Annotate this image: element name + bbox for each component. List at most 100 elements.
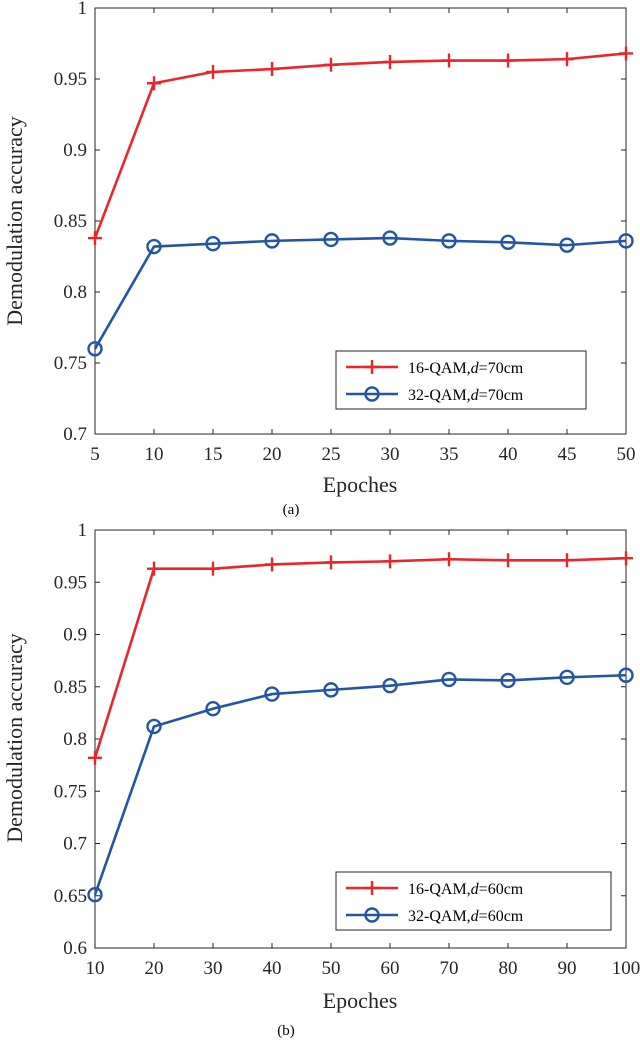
figure-caption: (a) xyxy=(283,502,300,518)
legend-label: 32-QAM,d=60cm xyxy=(408,908,524,925)
series-1 xyxy=(88,46,633,246)
data-point xyxy=(559,669,575,686)
legend-marker xyxy=(365,360,379,374)
x-tick-label: 80 xyxy=(499,958,518,979)
data-point xyxy=(383,554,397,569)
data-point xyxy=(323,231,339,248)
data-point xyxy=(265,62,279,77)
data-point xyxy=(147,561,161,576)
legend-label: 16-QAM,d=70cm xyxy=(408,360,524,377)
data-point xyxy=(205,236,221,252)
x-tick-label: 30 xyxy=(204,958,223,979)
x-axis-label: Epoches xyxy=(323,988,398,1013)
tick-marks xyxy=(94,529,627,949)
data-point xyxy=(264,233,280,249)
data-point xyxy=(619,46,633,61)
x-tick-label: 10 xyxy=(86,958,105,979)
legend-item: 32-QAM,d=60cm xyxy=(346,907,524,925)
series-line xyxy=(93,52,627,239)
data-point xyxy=(324,57,338,72)
legend-item: 16-QAM,d=70cm xyxy=(346,360,524,377)
chart-panel-b: 0.6 0.65 0.7 0.75 0.8 0.85 0.9 0.95 1 10 20 30 40 50… xyxy=(2,520,640,1039)
y-axis-label: Demodulation accuracy xyxy=(2,116,27,326)
data-point xyxy=(618,233,634,249)
series-line xyxy=(93,236,627,350)
series-layer xyxy=(87,46,634,357)
data-point xyxy=(560,553,574,568)
x-tick-label: 25 xyxy=(322,444,341,465)
data-point xyxy=(441,671,457,688)
series-1 xyxy=(88,551,633,765)
data-point xyxy=(265,557,279,572)
tick-marks xyxy=(94,7,627,435)
data-point xyxy=(382,678,398,694)
data-point xyxy=(442,53,456,68)
data-point xyxy=(383,54,397,69)
x-tick-labels: 10 20 30 40 50 60 70 80 90 100 xyxy=(86,958,640,979)
data-point xyxy=(501,53,515,68)
figure-caption: (b) xyxy=(277,1023,295,1039)
x-tick-label: 100 xyxy=(612,958,640,979)
data-point xyxy=(206,561,220,576)
y-tick-label: 0.75 xyxy=(54,353,87,374)
x-tick-label: 60 xyxy=(381,958,400,979)
y-tick-label: 0.75 xyxy=(54,781,87,802)
data-point xyxy=(147,76,161,91)
x-tick-label: 15 xyxy=(204,444,223,465)
y-tick-label: 0.7 xyxy=(63,834,87,855)
data-point xyxy=(206,64,220,79)
y-tick-label: 0.6 xyxy=(63,938,87,959)
legend-label: 32-QAM,d=70cm xyxy=(408,387,524,404)
data-point xyxy=(87,341,103,357)
y-tick-label: 1 xyxy=(78,520,88,541)
data-point xyxy=(559,237,575,253)
data-point xyxy=(500,234,516,251)
series-layer xyxy=(87,551,634,903)
legend: 16-QAM,d=70cm 32-QAM,d=70cm xyxy=(335,350,587,410)
data-point xyxy=(146,238,162,255)
data-point xyxy=(324,555,338,570)
x-tick-label: 70 xyxy=(440,958,459,979)
y-tick-label: 0.8 xyxy=(63,729,87,750)
y-tick-label: 0.85 xyxy=(54,677,87,698)
legend-marker xyxy=(364,386,380,402)
y-tick-label: 0.7 xyxy=(63,424,87,445)
data-point xyxy=(441,233,457,249)
legend: 16-QAM,d=60cm 32-QAM,d=60cm xyxy=(335,871,612,931)
legend-item: 32-QAM,d=70cm xyxy=(346,386,524,404)
data-point xyxy=(501,553,515,568)
data-point xyxy=(205,700,221,717)
legend-box xyxy=(335,350,587,410)
x-tick-label: 20 xyxy=(145,958,164,979)
x-tick-labels: 5 10 15 20 25 30 35 40 45 50 xyxy=(90,444,635,465)
legend-marker xyxy=(364,907,380,923)
data-point xyxy=(264,686,280,702)
x-tick-label: 45 xyxy=(558,444,577,465)
x-tick-label: 40 xyxy=(263,958,282,979)
x-tick-label: 10 xyxy=(145,444,164,465)
series-2 xyxy=(87,230,634,357)
series-2 xyxy=(87,667,634,903)
series-line xyxy=(93,673,627,896)
legend-box xyxy=(335,871,612,931)
data-point xyxy=(560,52,574,67)
y-tick-label: 0.85 xyxy=(54,211,87,232)
legend-item: 16-QAM,d=60cm xyxy=(346,881,524,898)
x-tick-label: 90 xyxy=(558,958,577,979)
series-line xyxy=(93,556,627,759)
x-tick-label: 20 xyxy=(263,444,282,465)
y-axis-label: Demodulation accuracy xyxy=(2,633,27,843)
data-point xyxy=(88,231,102,246)
x-tick-label: 50 xyxy=(617,444,636,465)
data-point xyxy=(323,682,339,698)
x-tick-label: 35 xyxy=(440,444,459,465)
x-tick-label: 50 xyxy=(322,958,341,979)
data-point xyxy=(382,230,398,246)
y-tick-label: 0.9 xyxy=(63,140,87,161)
y-tick-label: 1 xyxy=(78,0,88,19)
data-point xyxy=(442,552,456,567)
data-point xyxy=(146,718,162,735)
y-tick-label: 0.8 xyxy=(63,282,87,303)
data-point xyxy=(619,551,633,566)
